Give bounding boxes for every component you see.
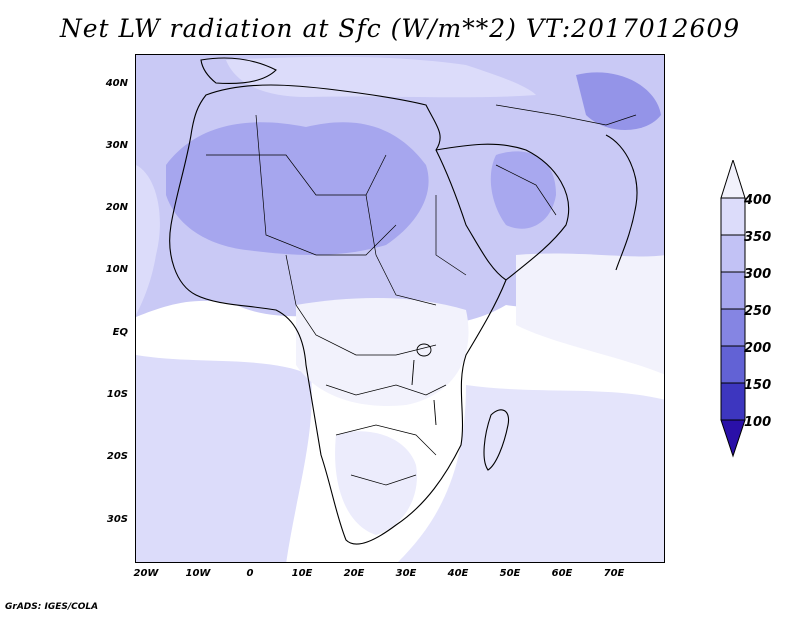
lon-label: 0 — [246, 568, 254, 579]
lat-label: 30N — [105, 140, 128, 151]
map-title: Net LW radiation at Sfc (W/m**2) VT:2017… — [59, 14, 741, 43]
colorbar-label: 250 — [744, 304, 772, 319]
border-line — [285, 254, 437, 356]
lat-label: 10N — [105, 264, 128, 275]
colorbar-label: 150 — [744, 378, 772, 393]
lon-label: 60E — [551, 568, 573, 579]
lakes — [411, 343, 437, 426]
colorbar-segment — [720, 345, 746, 384]
lake-tanganyika — [411, 359, 415, 386]
field-band-equatorial — [296, 298, 469, 406]
lat-label: 30S — [106, 514, 128, 525]
lon-label: 20E — [343, 568, 365, 579]
border-line — [335, 424, 437, 456]
border-line — [255, 114, 397, 256]
lat-label: 20N — [105, 202, 128, 213]
lon-label: 10E — [291, 568, 313, 579]
colorbar — [720, 160, 746, 458]
africa-coastline — [169, 84, 507, 545]
lake-malawi — [433, 399, 437, 426]
radiation-field — [136, 55, 664, 562]
map-plot-area — [135, 54, 665, 563]
lat-label: 10S — [106, 389, 128, 400]
colorbar-label: 400 — [744, 193, 772, 208]
colorbar-segment — [720, 382, 746, 421]
lat-label: EQ — [112, 327, 128, 338]
colorbar-label: 100 — [744, 415, 772, 430]
footer-credit: GrADS: IGES/COLA — [5, 602, 99, 612]
field-band-mediterranean — [226, 56, 536, 98]
lon-label: 70E — [603, 568, 625, 579]
iberia-coastline — [200, 57, 277, 84]
colorbar-label: 350 — [744, 230, 772, 245]
border-line — [495, 104, 637, 126]
radiation-map — [136, 55, 664, 562]
field-band-sahara — [166, 122, 429, 256]
lon-label: 10W — [185, 568, 211, 579]
field-band-southern-africa — [335, 431, 417, 535]
field-band-atlantic — [136, 165, 160, 315]
field-band-indian-ocean — [397, 385, 664, 562]
lon-label: 50E — [499, 568, 521, 579]
lon-label: 20W — [133, 568, 159, 579]
madagascar-coastline — [483, 409, 510, 471]
border-line — [495, 164, 557, 216]
lon-label: 40E — [447, 568, 469, 579]
lat-label: 20S — [106, 451, 128, 462]
field-band-arabian-sea — [516, 253, 664, 375]
border-line — [365, 194, 437, 306]
arabia-coastline — [435, 143, 570, 281]
india-coastline — [605, 134, 638, 271]
field-band-south-atlantic — [136, 355, 312, 562]
colorbar-segment-under — [720, 419, 746, 458]
lake-victoria — [416, 343, 432, 357]
colorbar-segment — [720, 234, 746, 273]
colorbar-segment-over — [720, 160, 746, 199]
border-line — [435, 195, 467, 276]
colorbar-segment — [720, 308, 746, 347]
border-line — [350, 474, 417, 486]
borders — [206, 104, 637, 486]
colorbar-label: 300 — [744, 267, 772, 282]
colorbar-label: 200 — [744, 341, 772, 356]
field-band-iran — [576, 72, 661, 130]
colorbar-segment — [720, 197, 746, 236]
colorbar-segment — [720, 271, 746, 310]
lat-label: 40N — [105, 78, 128, 89]
lon-label: 30E — [395, 568, 417, 579]
border-line — [325, 384, 447, 396]
coastlines — [169, 57, 638, 545]
